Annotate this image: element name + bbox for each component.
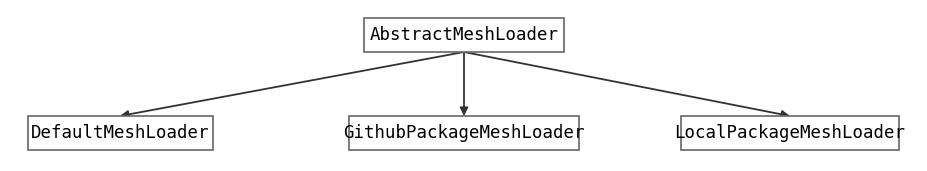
FancyBboxPatch shape (28, 116, 212, 150)
Text: LocalPackageMeshLoader: LocalPackageMeshLoader (674, 124, 905, 142)
FancyBboxPatch shape (363, 18, 564, 52)
FancyBboxPatch shape (349, 116, 578, 150)
Text: AbstractMeshLoader: AbstractMeshLoader (369, 26, 558, 44)
FancyBboxPatch shape (680, 116, 898, 150)
Text: GithubPackageMeshLoader: GithubPackageMeshLoader (343, 124, 584, 142)
Text: DefaultMeshLoader: DefaultMeshLoader (31, 124, 209, 142)
